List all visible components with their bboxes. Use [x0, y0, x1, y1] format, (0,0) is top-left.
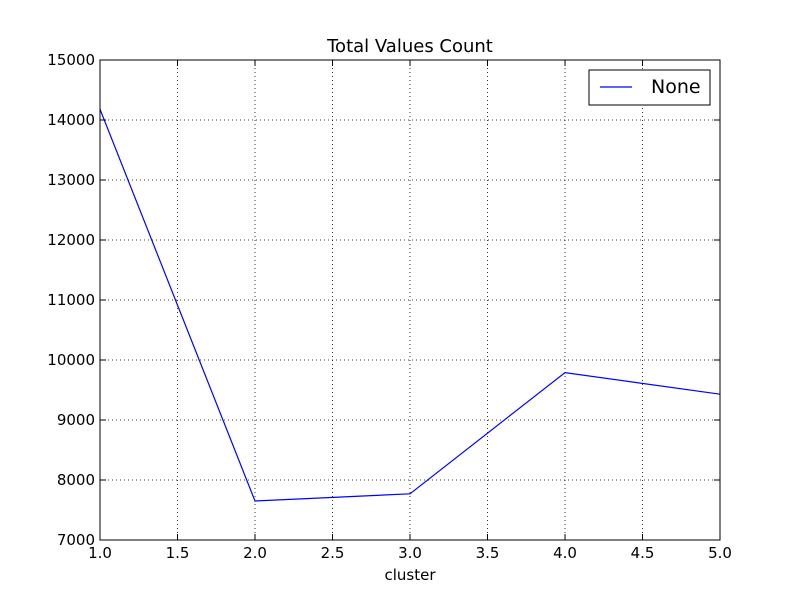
data-point: [409, 493, 411, 495]
data-point: [254, 500, 256, 502]
x-axis-label: cluster: [384, 566, 436, 584]
legend-label: None: [651, 76, 701, 98]
x-tick-label: 3.0: [398, 544, 422, 562]
y-tick-label: 11000: [47, 291, 95, 309]
y-tick-label: 7000: [57, 531, 95, 549]
x-tick-label: 3.5: [476, 544, 500, 562]
x-tick-label: 4.0: [553, 544, 577, 562]
y-tick-label: 12000: [47, 231, 95, 249]
y-tick-label: 10000: [47, 351, 95, 369]
x-tick-label: 2.0: [243, 544, 267, 562]
data-point: [564, 372, 566, 374]
x-tick-label: 1.0: [88, 544, 112, 562]
y-tick-label: 13000: [47, 171, 95, 189]
y-tick-label: 8000: [57, 471, 95, 489]
y-tick-label: 15000: [47, 51, 95, 69]
ticks: [99, 59, 721, 541]
legend: None: [588, 69, 711, 106]
x-tick-label: 5.0: [708, 544, 732, 562]
grid: [100, 60, 720, 540]
y-tick-label: 9000: [57, 411, 95, 429]
x-tick-label: 4.5: [631, 544, 655, 562]
chart-title: Total Values Count: [326, 36, 493, 57]
y-tick-labels: 7000 8000 9000 10000 11000 12000 13000 14000 150…: [47, 51, 95, 549]
y-tick-label: 14000: [47, 111, 95, 129]
x-tick-labels: 1.0 1.5 2.0 2.5 3.0 3.5 4.0 4.5 5.0: [88, 544, 732, 562]
x-tick-label: 1.5: [166, 544, 190, 562]
x-tick-label: 2.5: [321, 544, 345, 562]
